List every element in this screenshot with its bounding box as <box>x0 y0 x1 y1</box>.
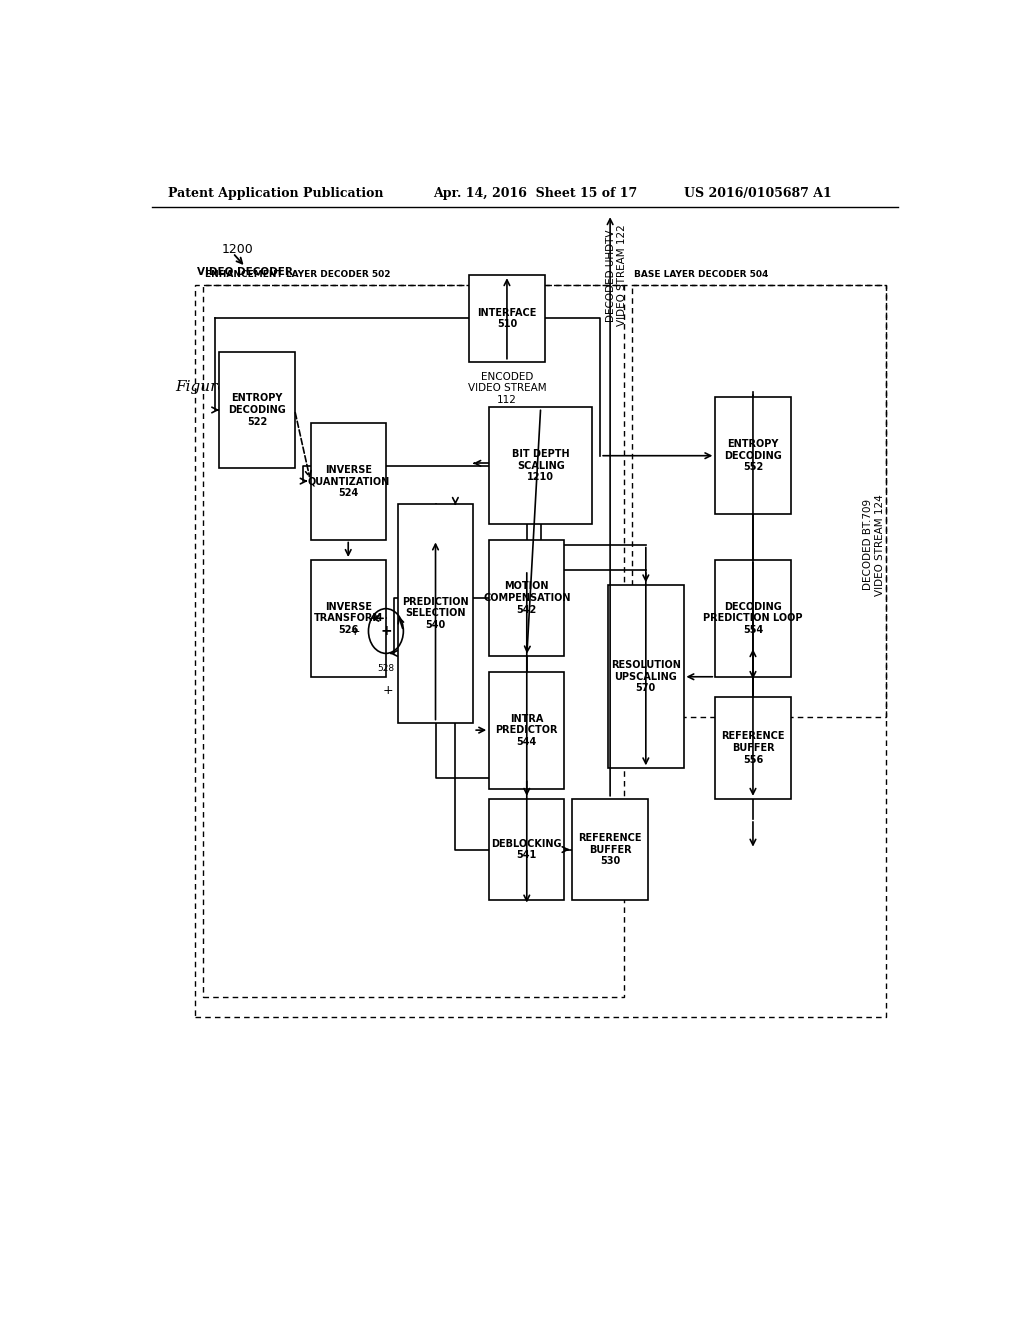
Text: REFERENCE
BUFFER
556: REFERENCE BUFFER 556 <box>721 731 784 764</box>
Text: INVERSE
QUANTIZATION
524: INVERSE QUANTIZATION 524 <box>307 465 389 498</box>
Text: 528: 528 <box>378 664 394 673</box>
Text: MOTION
COMPENSATION
542: MOTION COMPENSATION 542 <box>483 581 570 615</box>
Text: US 2016/0105687 A1: US 2016/0105687 A1 <box>684 187 831 201</box>
Text: INTERFACE
510: INTERFACE 510 <box>477 308 537 329</box>
Text: INTRA
PREDICTOR
544: INTRA PREDICTOR 544 <box>496 714 558 747</box>
Text: DECODING
PREDICTION LOOP
554: DECODING PREDICTION LOOP 554 <box>703 602 803 635</box>
FancyBboxPatch shape <box>310 422 386 540</box>
FancyBboxPatch shape <box>310 560 386 677</box>
FancyBboxPatch shape <box>489 540 564 656</box>
Text: +: + <box>380 624 392 638</box>
Text: Apr. 14, 2016  Sheet 15 of 17: Apr. 14, 2016 Sheet 15 of 17 <box>433 187 638 201</box>
Text: +: + <box>382 684 393 697</box>
Text: INVERSE
TRANSFORM
526: INVERSE TRANSFORM 526 <box>313 602 383 635</box>
Text: DECODED BT.709
VIDEO STREAM 124: DECODED BT.709 VIDEO STREAM 124 <box>863 494 885 595</box>
FancyBboxPatch shape <box>489 672 564 788</box>
FancyBboxPatch shape <box>715 397 791 515</box>
FancyBboxPatch shape <box>489 799 564 900</box>
Text: BASE LAYER DECODER 504: BASE LAYER DECODER 504 <box>634 271 768 280</box>
Text: ENCODED
VIDEO STREAM
112: ENCODED VIDEO STREAM 112 <box>468 372 546 405</box>
Text: ENTROPY
DECODING
522: ENTROPY DECODING 522 <box>228 393 286 426</box>
FancyBboxPatch shape <box>397 504 473 722</box>
FancyBboxPatch shape <box>715 560 791 677</box>
Text: ENTROPY
DECODING
552: ENTROPY DECODING 552 <box>724 440 782 473</box>
FancyBboxPatch shape <box>608 585 684 768</box>
Text: ENHANCEMENT LAYER DECODER 502: ENHANCEMENT LAYER DECODER 502 <box>205 271 390 280</box>
Text: PREDICTION
SELECTION
540: PREDICTION SELECTION 540 <box>402 597 469 630</box>
FancyBboxPatch shape <box>219 351 295 469</box>
Text: REFERENCE
BUFFER
530: REFERENCE BUFFER 530 <box>579 833 642 866</box>
FancyBboxPatch shape <box>489 408 592 524</box>
FancyBboxPatch shape <box>715 697 791 799</box>
FancyBboxPatch shape <box>572 799 648 900</box>
Text: 1200: 1200 <box>221 243 253 256</box>
Text: Patent Application Publication: Patent Application Publication <box>168 187 383 201</box>
Text: DECODED UHDTV
VIDEO STREAM 122: DECODED UHDTV VIDEO STREAM 122 <box>605 224 628 326</box>
Text: DEBLOCKING
541: DEBLOCKING 541 <box>492 838 562 861</box>
Text: RESOLUTION
UPSCALING
570: RESOLUTION UPSCALING 570 <box>611 660 681 693</box>
Text: VIDEO DECODER: VIDEO DECODER <box>197 268 293 277</box>
Text: Figure 12A: Figure 12A <box>176 380 262 395</box>
FancyBboxPatch shape <box>469 276 545 362</box>
Text: BIT DEPTH
SCALING
1210: BIT DEPTH SCALING 1210 <box>512 449 569 483</box>
Text: +: + <box>350 624 360 638</box>
